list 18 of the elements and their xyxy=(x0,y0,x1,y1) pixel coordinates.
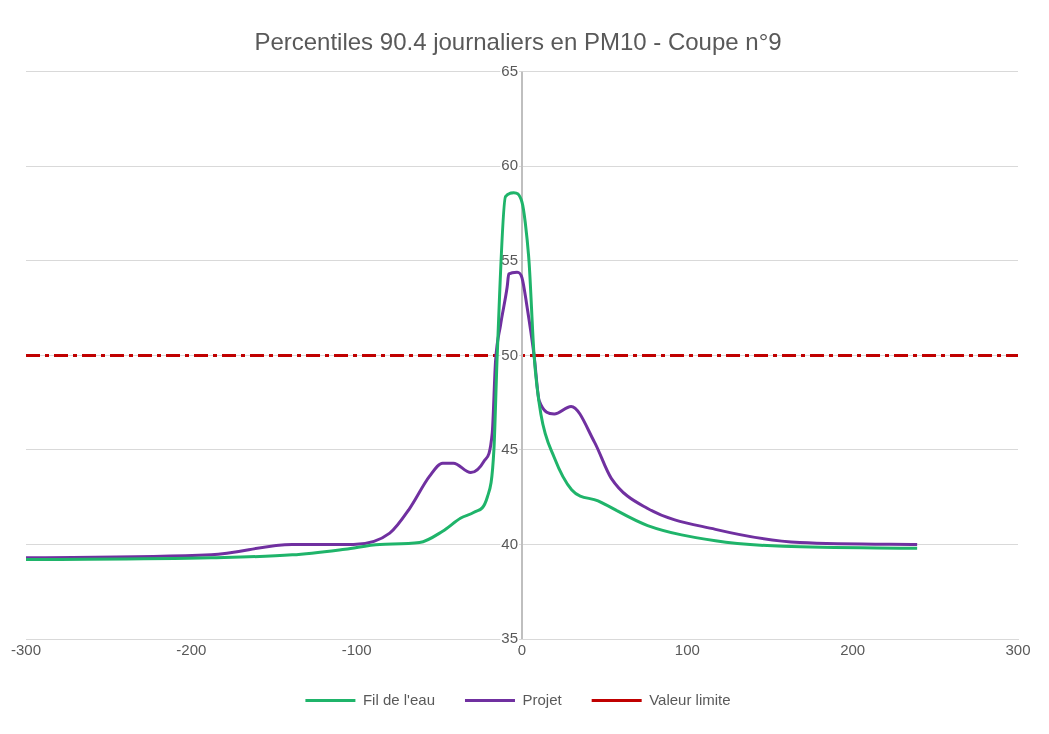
legend-label: Fil de l'eau xyxy=(362,690,435,708)
x-tick-label: -200 xyxy=(176,641,207,659)
y-tick-label: 65 xyxy=(501,61,519,79)
x-tick-label: -100 xyxy=(341,641,372,659)
x-tick-label: 200 xyxy=(840,641,866,659)
y-tick-label: 50 xyxy=(501,345,519,363)
legend-label: Valeur limite xyxy=(649,690,731,708)
line-series xyxy=(26,191,919,562)
x-tick-label: 0 xyxy=(517,641,527,659)
y-tick-label: 45 xyxy=(501,440,519,458)
x-tick-label: 300 xyxy=(1005,641,1031,659)
y-tick-label: 40 xyxy=(501,534,519,552)
legend-label: Projet xyxy=(522,690,563,708)
chart-title: Percentiles 90.4 journaliers en PM10 - Coupe n°9 xyxy=(254,28,782,56)
y-tick-label: 60 xyxy=(501,156,519,174)
y-tick-label: 35 xyxy=(501,629,519,647)
x-tick-label: -300 xyxy=(11,641,42,659)
x-tick-label: 100 xyxy=(674,641,700,659)
